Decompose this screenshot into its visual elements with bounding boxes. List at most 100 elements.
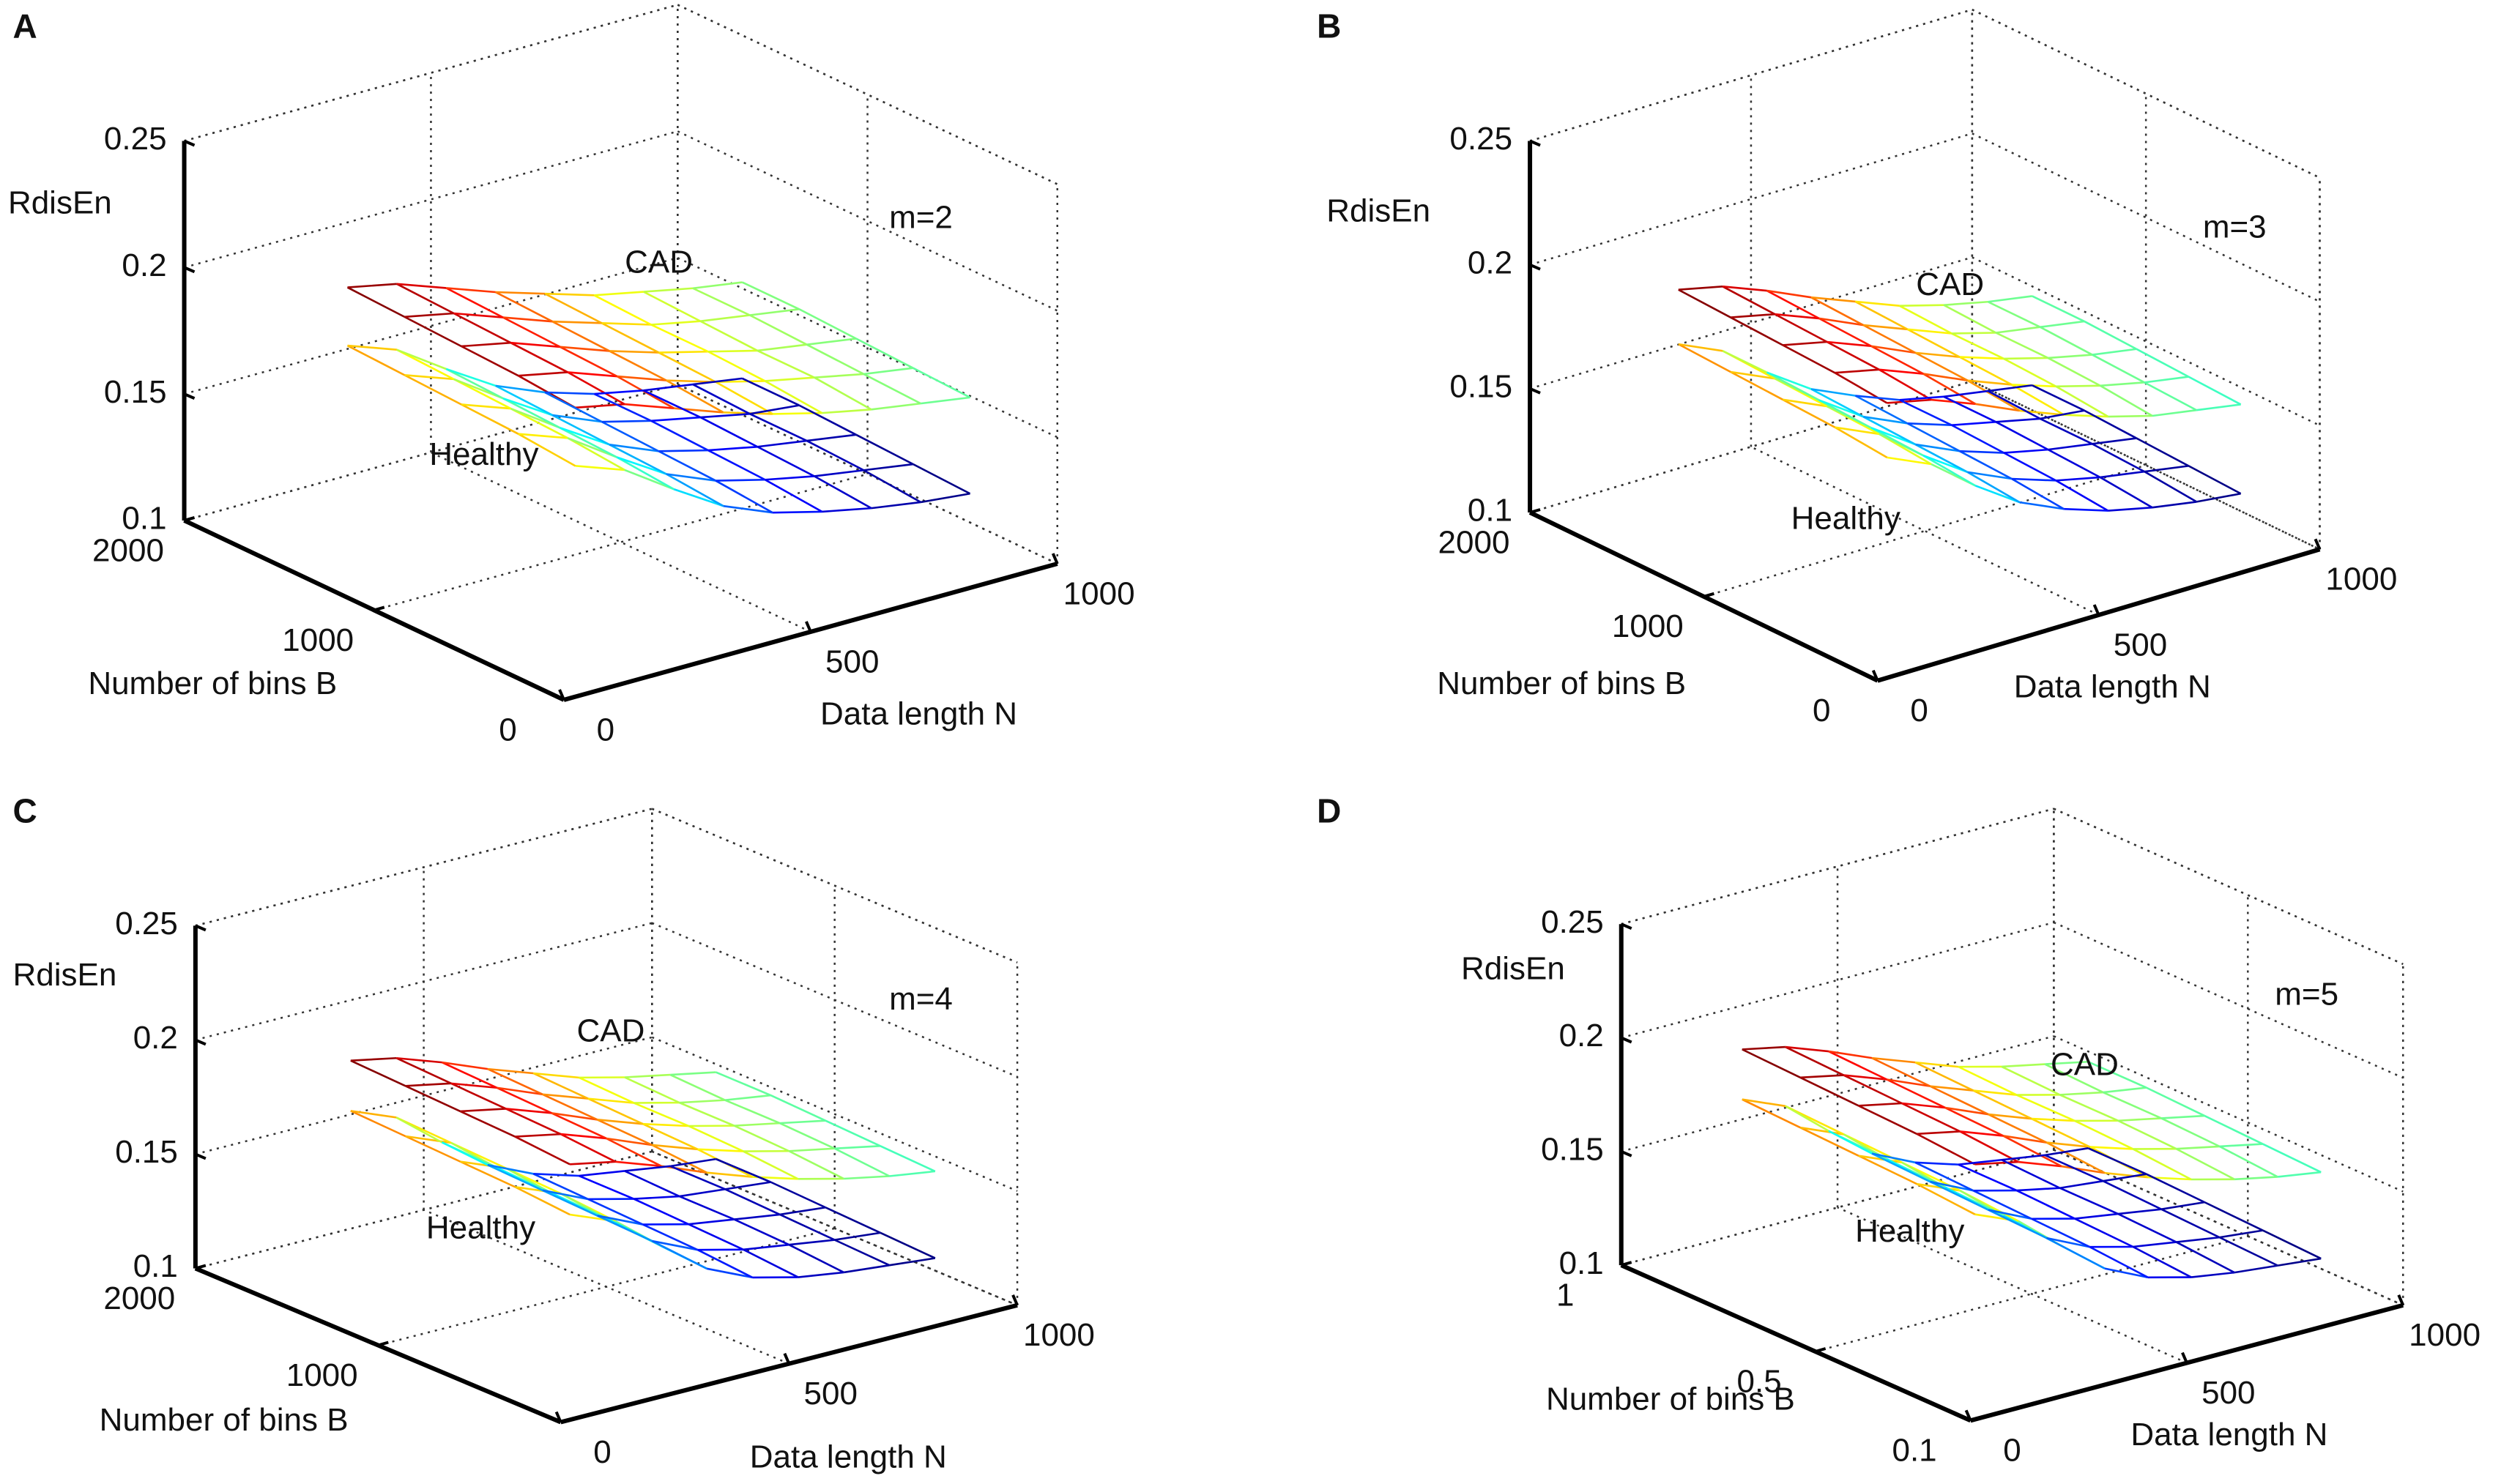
mesh-edge — [1914, 1061, 1959, 1068]
box-edge — [1621, 808, 2054, 925]
mesh-edge — [617, 456, 667, 475]
panel-letter: B — [1317, 7, 1341, 45]
mesh-edge — [1766, 371, 1812, 390]
grid-line — [1621, 1149, 2054, 1267]
grid-line — [195, 1150, 653, 1269]
grid-line — [184, 256, 678, 395]
mesh-edge — [450, 1082, 497, 1089]
series-label: Healthy — [1855, 1213, 1964, 1249]
mesh-edge — [1774, 313, 1828, 343]
mesh-edge — [788, 1244, 844, 1274]
mesh-edge — [1922, 455, 1969, 474]
y-tick — [184, 516, 196, 522]
mesh-edge — [518, 371, 568, 377]
z-tick — [1620, 1036, 1632, 1044]
mesh-edge — [544, 292, 595, 297]
mesh-edge — [1914, 1061, 1974, 1092]
mesh-edge — [1987, 301, 2041, 328]
mesh-edge — [2160, 1208, 2221, 1239]
mesh-edge — [510, 342, 568, 373]
mesh-edge — [844, 1175, 890, 1180]
mesh-edge — [1855, 300, 1900, 307]
z-tick-label: 0.25 — [1541, 904, 1604, 940]
mesh-edge — [889, 1257, 936, 1267]
mesh-edge — [1800, 1074, 1844, 1079]
mesh-edge — [643, 291, 702, 322]
grid-line — [184, 130, 678, 269]
mesh-edge — [1930, 1180, 1974, 1192]
annotation: m=5 — [2275, 976, 2338, 1012]
mesh-edge — [459, 1110, 516, 1138]
grid-line — [1972, 133, 2321, 303]
x-tick — [783, 1352, 791, 1365]
mesh-edge — [1834, 426, 1888, 459]
mesh-edge — [2160, 1201, 2205, 1210]
mesh-edge — [2004, 448, 2048, 454]
mesh-edge — [2040, 326, 2093, 356]
mesh-edge — [834, 1147, 891, 1177]
grid-line — [651, 1036, 1018, 1192]
mesh-edge — [1943, 395, 1996, 423]
mesh-edge — [2019, 501, 2065, 510]
mesh-edge — [1827, 340, 1880, 370]
grid-line — [1815, 1235, 2248, 1353]
x-tick — [554, 1411, 562, 1423]
z-tick-label: 0.15 — [1449, 368, 1512, 404]
mesh-edge — [789, 1239, 835, 1246]
mesh-edge — [688, 1223, 744, 1250]
mesh-edge — [715, 381, 773, 415]
series-label: Healthy — [429, 436, 538, 472]
mesh-edge — [1870, 427, 1916, 446]
mesh-edge — [651, 320, 701, 326]
x-tick — [2092, 604, 2100, 616]
mesh-edge — [616, 456, 675, 491]
mesh-edge — [560, 346, 610, 352]
grid-line — [195, 1036, 653, 1155]
mesh-edge — [1858, 1155, 1903, 1164]
series-label: CAD — [1916, 266, 1984, 302]
mesh-edge — [2032, 384, 2085, 411]
z-tick-label: 0.2 — [122, 247, 166, 283]
z-tick-label: 0.2 — [133, 1020, 178, 1056]
mesh-edge — [1871, 1056, 1931, 1087]
mesh-edge — [601, 420, 652, 423]
mesh-edge — [806, 439, 864, 471]
grid-line — [377, 1227, 835, 1346]
mesh-edge — [1951, 332, 2004, 360]
series-label: Healthy — [1791, 501, 1900, 537]
mesh-edge — [1858, 1102, 1902, 1107]
mesh-edge — [1871, 1152, 1931, 1183]
x-tick — [1051, 553, 1059, 564]
mesh-edge — [643, 389, 702, 419]
mesh-edge — [1899, 399, 1952, 426]
mesh-edge — [770, 1094, 826, 1122]
mesh-edge — [1951, 332, 1996, 335]
mesh-edge — [707, 445, 758, 452]
mesh-edge — [633, 1102, 689, 1127]
z-tick-label: 0.15 — [115, 1134, 178, 1170]
mesh-edge — [1818, 399, 1872, 429]
mesh-edge — [789, 1147, 835, 1152]
mesh-edge — [1810, 388, 1864, 418]
mesh-edge — [1914, 1161, 1959, 1166]
y-tick — [1970, 1416, 1982, 1423]
mesh-edge — [1960, 1130, 2004, 1137]
mesh-edge — [533, 1173, 579, 1177]
mesh-edge — [1930, 1085, 1974, 1092]
z-tick-label: 0.1 — [1559, 1245, 1604, 1281]
mesh-edge — [624, 403, 675, 409]
mesh-edge — [596, 1215, 653, 1242]
z-tick — [1620, 1149, 1632, 1157]
mesh-edge — [396, 283, 455, 315]
mesh-edge — [1922, 373, 1977, 405]
mesh-edge — [347, 344, 397, 351]
mesh-edge — [2018, 1160, 2062, 1168]
mesh-edge — [716, 1157, 771, 1183]
mesh-edge — [2117, 1208, 2162, 1215]
mesh-edge — [494, 291, 553, 323]
mesh-edge — [699, 416, 758, 448]
mesh-edge — [587, 1198, 644, 1226]
mesh-edge — [1799, 1076, 1859, 1107]
mesh-edge — [1944, 1106, 2004, 1137]
